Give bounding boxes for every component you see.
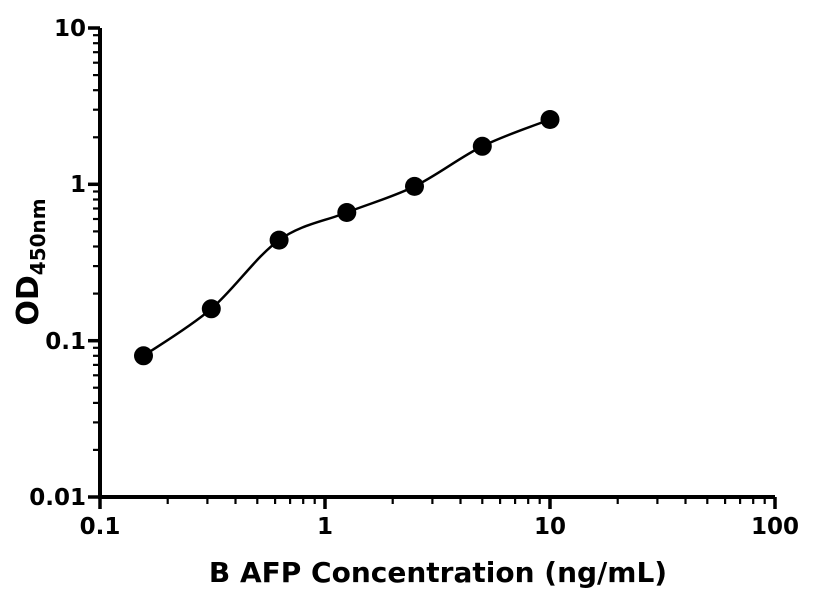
fit-curve <box>142 118 551 357</box>
x-tick-label-0.1: 0.1 <box>80 514 121 540</box>
data-point-marker <box>269 230 289 250</box>
y-axis-title-main: OD <box>11 275 46 325</box>
data-point-marker <box>472 136 492 156</box>
y-tick-label-1: 1 <box>70 172 86 198</box>
x-tick-label-10: 10 <box>534 514 566 540</box>
y-axis-title: OD450nm <box>11 198 50 325</box>
data-point-marker <box>540 110 560 129</box>
plot-layer <box>134 110 560 366</box>
y-axis-title-subscript: 450nm <box>26 198 50 275</box>
x-tick-label-100: 100 <box>751 514 799 540</box>
y-tick-label-0.01: 0.01 <box>29 485 86 511</box>
data-point-marker <box>134 346 153 366</box>
y-tick-label-10: 10 <box>54 16 86 42</box>
axis-spines <box>98 28 775 499</box>
x-tick-labels: 0.1 1 10 100 <box>80 514 799 540</box>
data-point-marker <box>337 203 357 222</box>
y-tick-labels: 0.01 0.1 1 10 <box>29 16 86 511</box>
data-point-marker <box>201 299 221 319</box>
data-point-marker <box>405 176 424 196</box>
y-tick-label-0.1: 0.1 <box>45 329 86 355</box>
axes-layer <box>88 26 777 509</box>
x-tick-label-1: 1 <box>317 514 333 540</box>
x-axis-title: B AFP Concentration (ng/mL) <box>209 556 667 589</box>
